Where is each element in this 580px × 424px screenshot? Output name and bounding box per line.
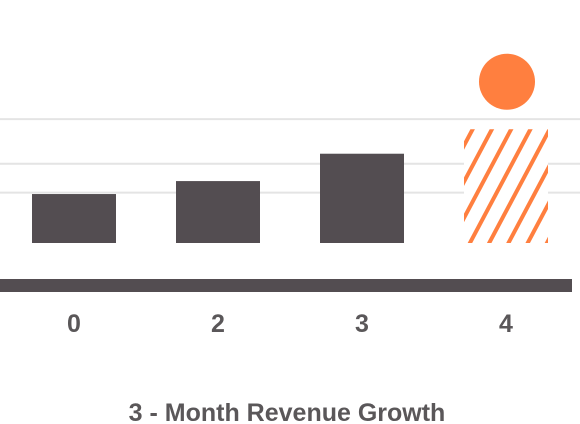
- x-axis-line: [0, 279, 572, 292]
- x-tick-label-2: 2: [211, 310, 225, 338]
- x-tick-label-4: 4: [499, 310, 513, 338]
- bar-0: [32, 194, 116, 243]
- bar-2: [176, 181, 260, 243]
- target-marker-dot: [479, 53, 535, 110]
- x-tick-labels: 0 2 3 4: [67, 310, 513, 338]
- x-tick-label-0: 0: [67, 310, 81, 338]
- chart-title: 3 - Month Revenue Growth: [129, 399, 446, 424]
- bar-projected-4: [464, 129, 548, 243]
- bar-3: [320, 153, 404, 243]
- bars: [32, 129, 548, 243]
- x-tick-label-3: 3: [355, 310, 369, 338]
- markers: [479, 53, 535, 110]
